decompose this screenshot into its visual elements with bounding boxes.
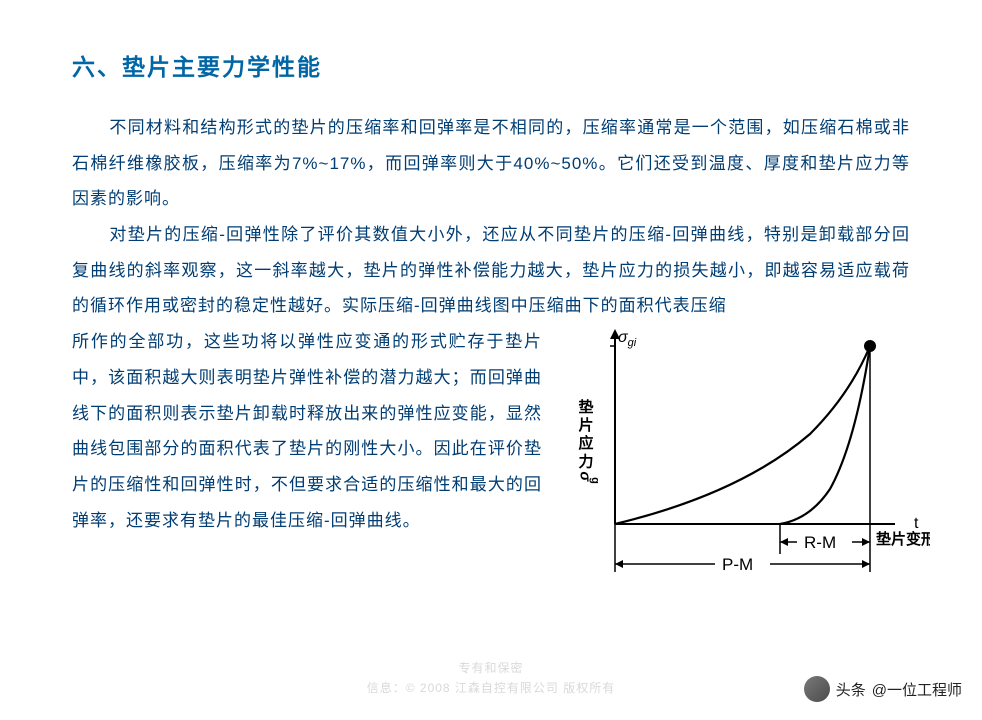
y-axis-label: 垫 片 应 力 σ g — [577, 398, 602, 485]
compression-rebound-chart: σgi R-M — [560, 324, 930, 584]
x-axis-t: t — [914, 515, 919, 532]
rm-label: R-M — [804, 533, 836, 552]
y-top-label: σgi — [618, 329, 637, 349]
avatar-icon — [804, 676, 830, 702]
paragraph-1: 不同材料和结构形式的垫片的压缩率和回弹率是不相同的，压缩率通常是一个范围，如压缩… — [72, 110, 910, 217]
author-prefix: 头条 — [836, 679, 866, 700]
author-handle: @一位工程师 — [872, 679, 962, 700]
pm-label: P-M — [722, 555, 753, 574]
watermark-line1: 专有和保密 — [0, 659, 982, 676]
paragraph-2: 对垫片的压缩-回弹性除了评价其数值大小外，还应从不同垫片的压缩-回弹曲线，特别是… — [72, 217, 910, 324]
paragraph-3: 所作的全部功，这些功将以弹性应变通的形式贮存于垫片中，该面积越大则表明垫片弹性补… — [72, 324, 542, 538]
author-badge: 头条 @一位工程师 — [804, 676, 962, 702]
x-axis-label: 垫片变形 — [876, 530, 930, 548]
section-title: 六、垫片主要力学性能 — [72, 48, 910, 82]
